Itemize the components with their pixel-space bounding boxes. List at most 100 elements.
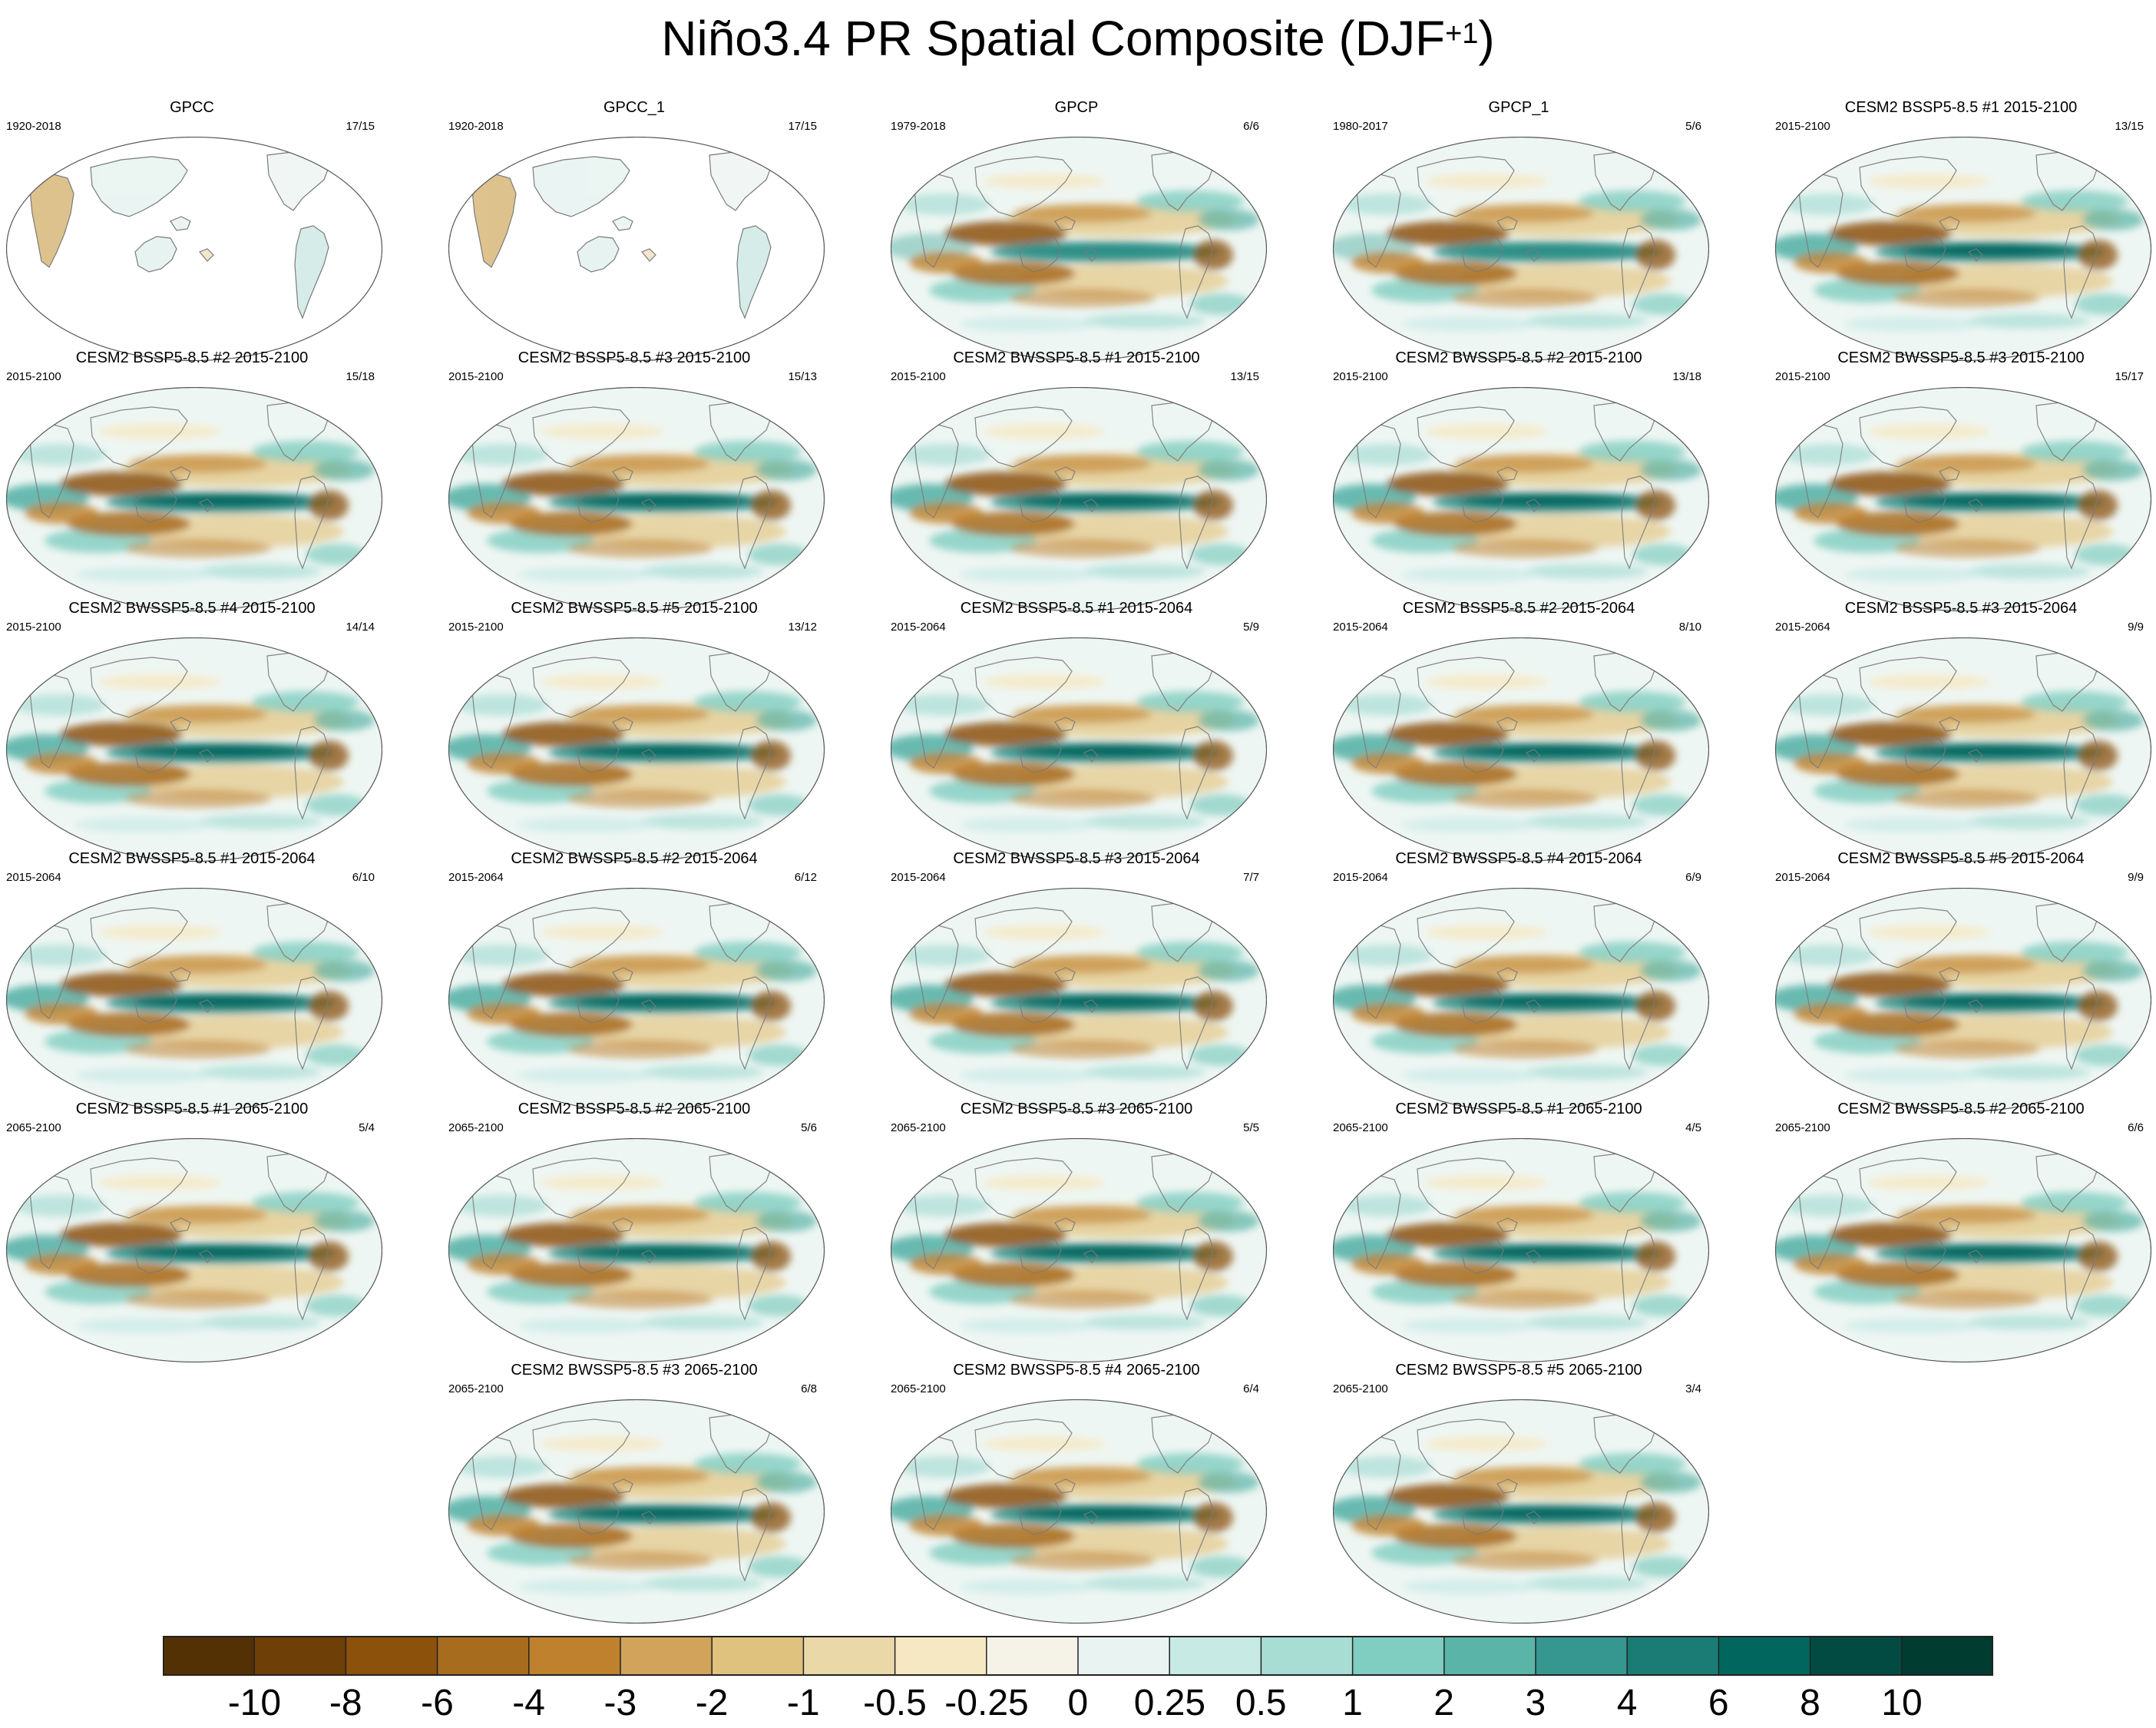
map-panel: CESM2 BWSSP5-8.5 #4 2015-2100 2015-2100 14… [0,599,384,862]
panel-event-count: 13/15 [2115,120,2144,133]
precip-anomaly-map [1775,137,2151,361]
precip-anomaly-map [1333,387,1709,611]
precip-anomaly-map [448,888,825,1112]
panel-years: 2015-2064 [1775,871,1830,884]
panel-event-count: 5/4 [359,1121,375,1134]
panel-years: 2065-2100 [891,1121,946,1134]
panel-title: CESM2 BWSSP5-8.5 #3 2015-2100 [1837,349,2085,366]
colorbar-label: 0.5 [1235,1683,1287,1723]
panel-years: 2015-2064 [1333,871,1388,884]
precip-anomaly-map [891,1399,1267,1624]
colorbar-cell [163,1636,255,1676]
map-panel: CESM2 BWSSP5-8.5 #1 2065-2100 2065-2100 4/… [1327,1100,1711,1362]
colorbar-cell [1078,1636,1170,1676]
colorbar-label: 0.25 [1133,1683,1206,1723]
colorbar-cell [620,1636,713,1676]
map-panel: CESM2 BSSP5-8.5 #3 2065-2100 2065-2100 5/5 [885,1100,1268,1362]
panel-years: 2065-2100 [448,1382,504,1395]
map-panel: CESM2 BWSSP5-8.5 #2 2015-2064 2015-2064 6/… [442,849,826,1112]
panel-event-count: 6/8 [801,1382,817,1395]
panel-title: CESM2 BWSSP5-8.5 #2 2065-2100 [1837,1101,2085,1117]
panel-event-count: 6/6 [2128,1121,2144,1134]
panel-years: 2015-2100 [6,621,61,634]
panel-title: CESM2 BWSSP5-8.5 #2 2015-2100 [1395,349,1642,366]
panel-event-count: 17/15 [346,120,375,133]
colorbar-label: 0 [1067,1683,1089,1723]
panel-title: CESM2 BSSP5-8.5 #3 2015-2100 [518,349,751,366]
panel-event-count: 5/5 [1243,1121,1259,1134]
figure-title-text: Niño3.4 PR Spatial Composite (DJF [661,11,1446,66]
map-panel: CESM2 BSSP5-8.5 #2 2015-2100 2015-2100 15/… [0,349,384,611]
map-panel: GPCP 1979-2018 6/6 [885,98,1268,361]
panel-title: CESM2 BWSSP5-8.5 #5 2065-2100 [1395,1362,1642,1379]
colorbar-cell [1810,1636,1903,1676]
panel-years: 1980-2017 [1333,120,1388,133]
colorbar-label: 4 [1616,1683,1638,1723]
map-panel: CESM2 BSSP5-8.5 #2 2065-2100 2065-2100 5/6 [442,1100,826,1362]
colorbar-cell [1169,1636,1262,1676]
panel-years: 2015-2100 [1775,120,1830,133]
precip-anomaly-map [1333,1138,1709,1362]
map-panel: CESM2 BSSP5-8.5 #3 2015-2064 2015-2064 9/9 [1769,599,2153,862]
panel-years: 2015-2100 [891,370,946,383]
colorbar-label: 8 [1800,1683,1820,1723]
panel-title: GPCC [170,99,214,116]
panel-title: CESM2 BSSP5-8.5 #2 2015-2064 [1402,600,1635,617]
panel-event-count: 6/9 [1685,871,1701,884]
precip-anomaly-map [1333,137,1709,361]
colorbar-label: 1 [1342,1683,1363,1723]
panel-title: CESM2 BWSSP5-8.5 #1 2015-2100 [953,349,1200,366]
panel-event-count: 15/18 [346,370,375,383]
panel-years: 2065-2100 [1775,1121,1830,1134]
colorbar-cell [1901,1636,1993,1676]
precip-anomaly-map [1333,637,1709,862]
map-panel: CESM2 BWSSP5-8.5 #5 2065-2100 2065-2100 3/… [1327,1361,1711,1624]
panel-title: CESM2 BWSSP5-8.5 #4 2065-2100 [953,1362,1200,1379]
panel-title: CESM2 BWSSP5-8.5 #5 2015-2064 [1837,850,2085,867]
panel-event-count: 6/12 [794,871,817,884]
precip-anomaly-map [448,1399,825,1624]
panel-years: 2015-2064 [1775,621,1830,634]
precip-anomaly-map [891,387,1267,611]
panel-title: CESM2 BSSP5-8.5 #1 2015-2064 [960,600,1193,617]
colorbar-cell [528,1636,621,1676]
colorbar-label: -3 [603,1683,637,1723]
colorbar-cell [437,1636,530,1676]
map-panel: CESM2 BWSSP5-8.5 #3 2015-2100 2015-2100 15… [1769,349,2153,611]
panel-title: CESM2 BWSSP5-8.5 #2 2015-2064 [511,850,758,867]
colorbar-cell [803,1636,896,1676]
precip-anomaly-map [6,637,382,862]
panel-years: 2065-2100 [891,1382,946,1395]
panel-years: 2015-2064 [891,621,946,634]
colorbar-label: -1 [786,1683,820,1723]
panel-event-count: 15/17 [2115,370,2144,383]
panel-event-count: 13/15 [1230,370,1259,383]
colorbar [163,1636,1993,1676]
panel-event-count: 6/4 [1243,1382,1259,1395]
colorbar-label: -0.25 [944,1683,1029,1723]
map-panel: CESM2 BWSSP5-8.5 #4 2065-2100 2065-2100 6/… [885,1361,1268,1624]
precip-anomaly-map [1333,1399,1709,1624]
precip-anomaly-map [1775,637,2151,862]
precip-anomaly-map [6,387,382,611]
panel-years: 2065-2100 [1333,1121,1388,1134]
precip-anomaly-map [1775,387,2151,611]
colorbar-cell [254,1636,346,1676]
panel-years: 2015-2064 [448,871,504,884]
panel-event-count: 14/14 [346,621,375,634]
panel-years: 2065-2100 [1333,1382,1388,1395]
map-panel: CESM2 BWSSP5-8.5 #5 2015-2100 2015-2100 13… [442,599,826,862]
map-panel: CESM2 BWSSP5-8.5 #1 2015-2100 2015-2100 13… [885,349,1268,611]
panel-event-count: 13/12 [788,621,817,634]
panel-title: GPCP [1054,99,1099,116]
panel-event-count: 3/4 [1685,1382,1701,1395]
colorbar-label: -8 [329,1683,362,1723]
map-panel: CESM2 BSSP5-8.5 #2 2015-2064 2015-2064 8/1… [1327,599,1711,862]
precip-anomaly-map [448,137,825,361]
map-panel: CESM2 BSSP5-8.5 #1 2015-2064 2015-2064 5/9 [885,599,1268,862]
map-panel: CESM2 BWSSP5-8.5 #1 2015-2064 2015-2064 6/… [0,849,384,1112]
panel-years: 2065-2100 [448,1121,504,1134]
panel-event-count: 8/10 [1678,621,1701,634]
precip-anomaly-map [6,137,382,361]
colorbar-cell [712,1636,804,1676]
